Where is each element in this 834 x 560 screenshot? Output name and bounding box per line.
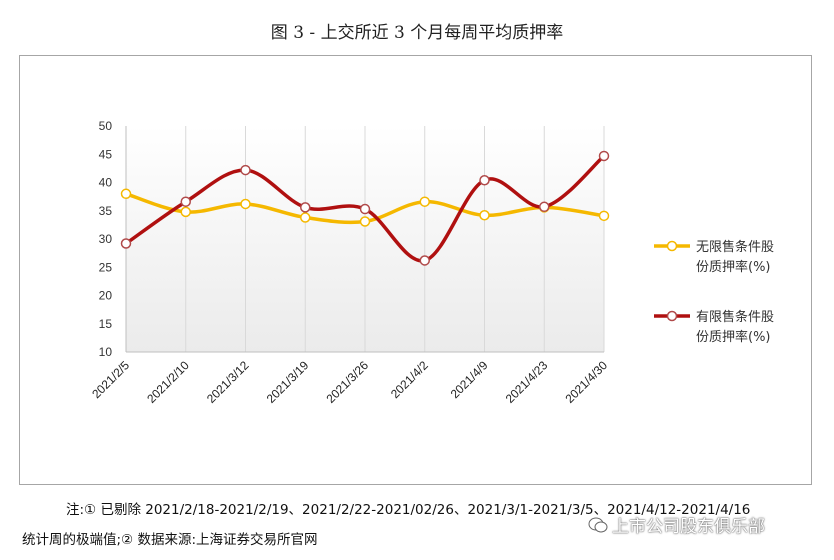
watermark: 上市公司股东俱乐部: [588, 512, 765, 537]
legend-swatch-marker: [666, 240, 678, 252]
data-point: [598, 150, 610, 162]
data-point: [539, 201, 550, 213]
y-tick-label: 10: [99, 345, 113, 359]
x-tick-label: 2021/4/23: [503, 358, 551, 406]
data-point: [300, 212, 311, 223]
x-tick-label: 2021/4/9: [448, 358, 491, 401]
data-point: [240, 164, 251, 176]
data-point: [419, 255, 430, 266]
data-point: [359, 216, 371, 227]
data-point: [479, 174, 490, 186]
data-point: [479, 210, 490, 221]
y-tick-label: 45: [99, 147, 113, 161]
legend-label: 份质押率(%): [696, 259, 771, 275]
data-point: [120, 238, 132, 249]
x-tick-label: 2021/2/5: [89, 358, 132, 401]
data-point: [359, 203, 371, 215]
y-tick-label: 40: [99, 176, 113, 190]
footnote-line-1: 注:① 已剔除 2021/2/18-2021/2/19、2021/2/22-20…: [66, 502, 751, 518]
data-point: [419, 196, 430, 207]
data-point: [180, 196, 191, 207]
data-point: [180, 206, 191, 218]
chart-title: 图 3 - 上交所近 3 个月每周平均质押率: [270, 23, 564, 43]
y-tick-label: 20: [99, 289, 113, 303]
x-tick-label: 2021/4/30: [562, 358, 610, 406]
x-tick-label: 2021/4/2: [388, 358, 431, 401]
legend-label: 有限售条件股: [696, 309, 774, 325]
data-point: [300, 202, 311, 213]
y-tick-label: 50: [99, 119, 113, 133]
data-point: [120, 188, 132, 200]
y-tick-label: 35: [99, 204, 113, 218]
footnote-line-2: 统计周的极端值;② 数据来源:上海证券交易所官网: [22, 532, 318, 548]
series-line-2: [124, 154, 606, 263]
data-point: [598, 210, 610, 222]
legend-label: 份质押率(%): [696, 329, 771, 345]
x-tick-label: 2021/3/26: [323, 358, 371, 406]
chat-bubble-icon: [588, 517, 608, 533]
x-tick-label: 2021/3/12: [204, 358, 252, 406]
x-tick-label: 2021/3/19: [264, 358, 312, 406]
y-tick-label: 15: [99, 317, 113, 331]
data-point: [240, 198, 251, 210]
y-tick-label: 30: [99, 232, 113, 246]
legend-label: 无限售条件股: [696, 239, 774, 255]
watermark-text: 上市公司股东俱乐部: [612, 517, 765, 537]
legend-swatch-marker: [666, 310, 678, 322]
y-tick-label: 25: [99, 260, 113, 274]
x-tick-label: 2021/2/10: [144, 358, 192, 406]
